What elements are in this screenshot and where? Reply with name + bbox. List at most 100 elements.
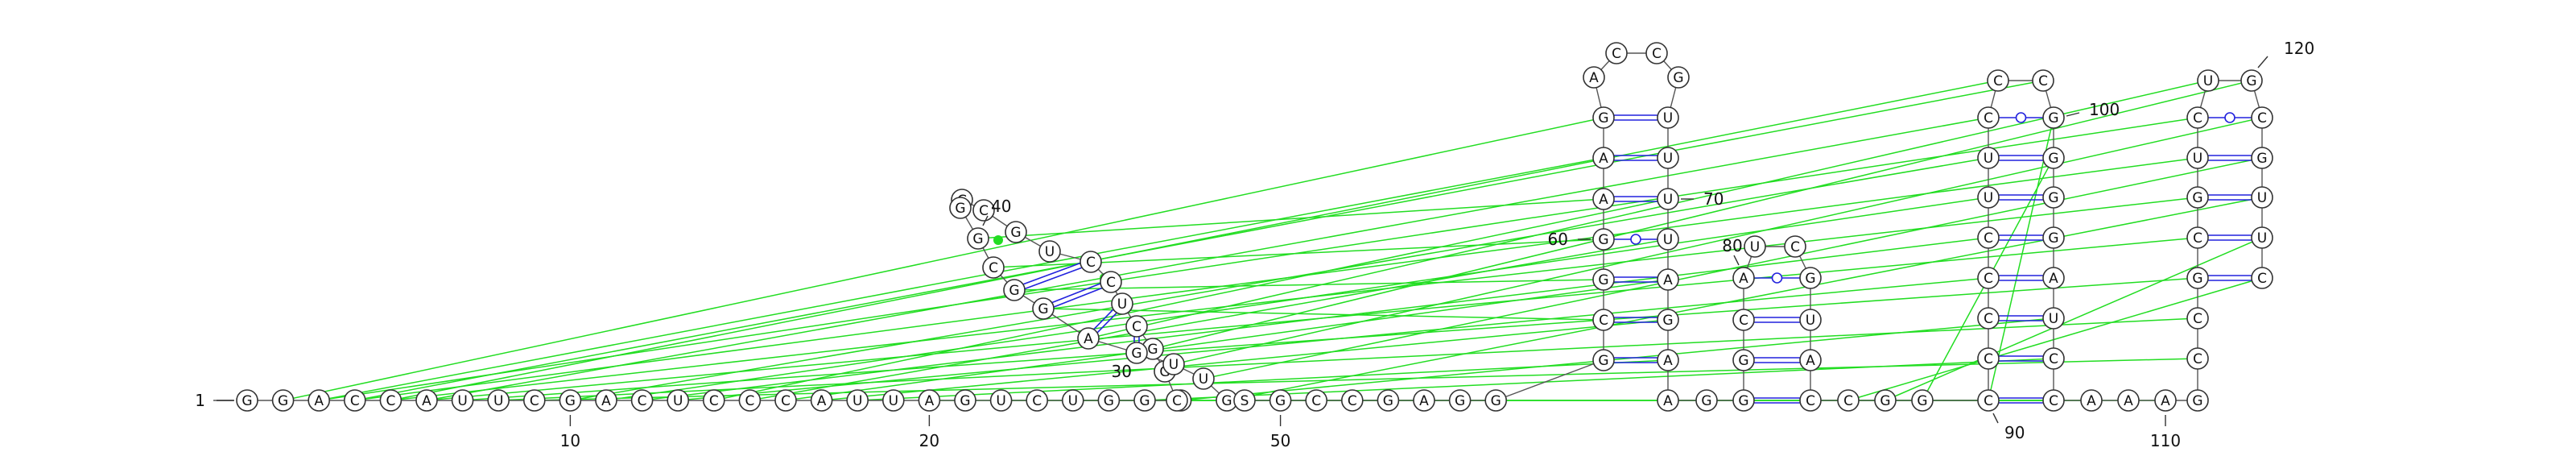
pseudoknot-interaction-layer [283,80,2263,401]
nucleotide-circle [1125,315,1148,338]
nucleotide-letter: U [2049,311,2058,327]
nucleotide: U [1062,389,1084,412]
nucleotide: C [1977,389,2000,412]
nucleotide: G [1911,389,1934,412]
nucleotide-letter: U [1984,151,1993,167]
nucleotide-letter: G [1010,225,1021,241]
nucleotide-letter: G [2048,230,2058,247]
nucleotide-letter: A [314,393,324,409]
nucleotide-letter: C [1348,393,1357,409]
nucleotide: C [738,389,762,412]
nucleotide: G [2186,389,2209,412]
nucleotide: G [2186,267,2209,289]
nucleotide-letter: U [2257,190,2267,206]
nucleotide: A [1799,349,1822,371]
nucleotide-circle [2042,389,2065,412]
nucleotide-circle [1837,389,1860,412]
nucleotide: G [2042,186,2065,209]
nucleotide: G [2251,147,2273,169]
nucleotide-circle [1592,228,1615,251]
nucleotide-letter: A [1084,331,1093,347]
nucleotide-circle [379,389,402,412]
nucleotide-letter: C [709,393,719,409]
nucleotide-letter: C [2193,110,2202,126]
nucleotide: C [1837,389,1860,412]
nucleotide-circle [1269,389,1292,412]
nucleotide-letter: G [2048,110,2058,126]
nucleotide: G [1592,268,1615,291]
nucleotide: C [343,389,366,412]
nucleotide-letter: U [2203,73,2213,89]
nucleotide-circle [2186,226,2209,249]
position-tick [2257,56,2268,68]
nucleotide-letter: G [1598,272,1608,288]
nucleotide-letter: C [1984,110,1993,126]
position-label: 80 [1722,236,1742,255]
nucleotide: C [1977,226,2000,249]
nucleotide-circle [2186,106,2209,129]
nucleotide-letter: G [1009,283,1019,299]
nucleotide-circle [1657,349,1679,371]
nucleotide-circle [1605,42,1628,64]
nucleotide: G [1097,389,1121,412]
nucleotide-circle [967,227,989,250]
nucleotide-letter: C [2193,311,2202,327]
nucleotide: G [1484,389,1507,412]
nucleotide-letter: G [2246,73,2256,89]
nucleotide-letter: C [2049,351,2058,367]
nucleotide: G [1032,297,1055,320]
nucleotide-circle [1583,66,1605,89]
nucleotide-letter: A [925,393,935,409]
nucleotide-circle [2154,389,2177,412]
nucleotide: A [1657,349,1679,371]
nucleotide: C [2251,106,2273,129]
nucleotide: C [1977,347,2000,370]
nucleotide: G [1732,349,1755,371]
nucleotide: A [1732,267,1755,289]
nucleotide-letter: C [979,203,989,219]
pseudoknot-interaction-line [1988,117,2054,401]
nucleotide: G [1667,66,1690,89]
nucleotide-circle [1125,342,1148,364]
nucleotide-letter: C [1790,239,1800,255]
pseudoknot-interaction-line [713,198,1669,401]
nucleotide-letter: C [1984,311,1993,327]
base-pair-line [1053,287,1103,308]
nucleotide: C [1784,235,1806,258]
nucleotide-circle [1003,279,1026,301]
nucleotide-circle [2186,147,2209,169]
position-label: 30 [1112,362,1132,381]
nucleotide: U [1038,240,1061,263]
nucleotide: C [1977,267,2000,289]
nucleotide: A [1592,147,1615,169]
position-label: 110 [2150,431,2181,450]
nucleotide: C [1341,389,1364,412]
nucleotide-circle [1977,106,2000,129]
nucleotide-circle [1799,349,1822,371]
nucleotide-circle [1732,349,1755,371]
position-label: 60 [1548,230,1568,249]
pseudoknot-interaction-line [426,117,1989,401]
nucleotide-circle [2251,267,2273,289]
nucleotide-circle [1484,389,1507,412]
nucleotide: G [1732,389,1755,412]
pseudoknot-interaction-line [1203,157,2263,379]
pseudoknot-interaction-line [1180,317,2054,401]
nucleotide-letter: C [1993,73,2003,89]
nucleotide-letter: G [2048,151,2058,167]
nucleotide-letter: U [2193,151,2202,167]
nucleotide: U [2042,307,2065,330]
position-label: 100 [2089,100,2120,119]
nucleotide-letter: C [2049,393,2058,409]
nucleotide-letter: U [493,393,503,409]
nucleotide-circle [1592,188,1615,210]
nucleotide-circle [2240,69,2263,92]
nucleotide-letter: A [601,393,611,409]
nucleotide: U [1111,292,1133,315]
nucleotide-circle [2042,307,2065,330]
nucleotide: A [918,389,941,412]
nucleotide-letter: G [1491,393,1501,409]
nucleotide-circle [1657,268,1679,291]
